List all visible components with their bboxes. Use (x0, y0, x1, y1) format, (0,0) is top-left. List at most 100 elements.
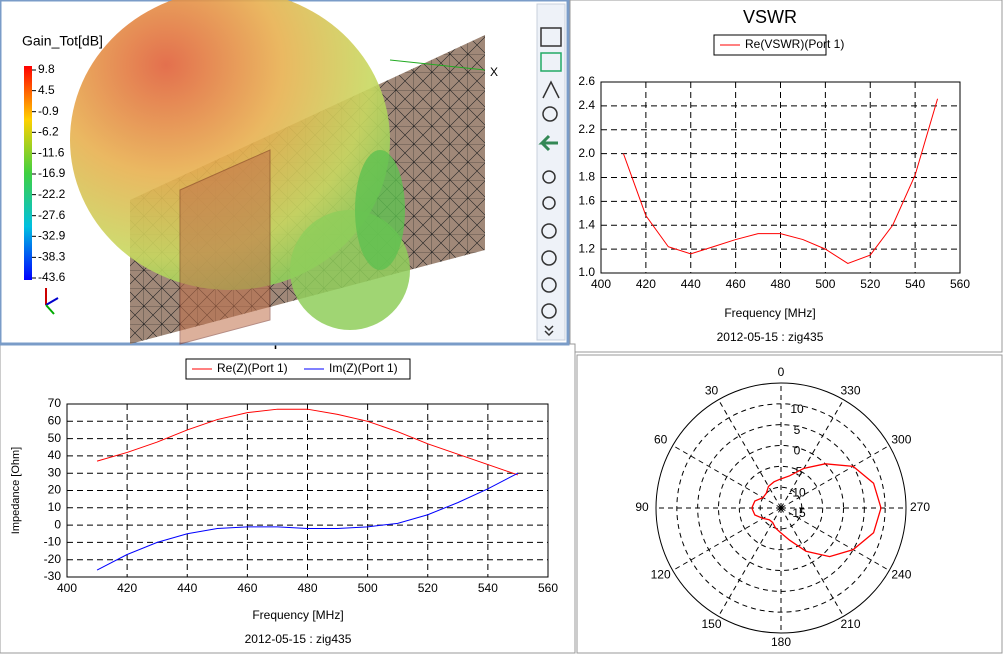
ring (738, 465, 824, 551)
polar-outline (655, 382, 907, 634)
axis-x (389, 59, 486, 71)
y-tick-label: 2.4 (578, 98, 595, 112)
tool-rotate[interactable] (542, 80, 560, 99)
r-tick-label: -10 (788, 485, 806, 499)
y-tick-label: 60 (48, 413, 62, 427)
theta-label: 90 (635, 500, 649, 514)
y-tick-label: 50 (48, 431, 62, 445)
y-tick-label: 70 (48, 396, 62, 410)
colorbar-title: Gain_Tot[dB] (22, 33, 103, 49)
tool-zoom-out[interactable] (542, 196, 556, 210)
y-tick-label: 30 (48, 465, 62, 479)
theta-label: 0 (778, 365, 785, 379)
series-line (96, 408, 519, 476)
y-tick-label: -30 (44, 569, 62, 583)
y-axis-label: Impedance [Ohm] (10, 447, 22, 534)
tool-more[interactable] (544, 325, 554, 337)
line-chart: Impedance400420440460480500520540560-30-… (10, 329, 558, 646)
pattern-lobe-side (355, 150, 405, 270)
colorbar-label: -0.9 (38, 104, 59, 118)
tool-phi[interactable] (541, 223, 557, 239)
chart-title: VSWR (743, 7, 797, 27)
x-axis-label: Frequency [MHz] (252, 608, 343, 622)
x-axis-label: Frequency [MHz] (724, 306, 815, 320)
polar-chart: 0306090120150180210240270300330-15-10-50… (635, 365, 930, 649)
x-tick-label: 420 (636, 277, 656, 291)
y-tick-label: 10 (48, 500, 62, 514)
ring (759, 486, 803, 530)
line-chart: VSWR 400 420 440 460 480 500 520 540 560 1.0 1.2 1.4… (578, 7, 970, 344)
3d-viewer: X Gain_Tot[dB] 9.8 4.5 -0.9 -6.2 -11.6 -16.9 -… (0, 0, 570, 346)
x-tick-label: 560 (538, 581, 558, 595)
ring (718, 445, 844, 571)
r-tick-label: 10 (790, 402, 804, 416)
colorbar-label: 4.5 (38, 83, 55, 97)
x-tick-label: 520 (860, 277, 880, 291)
footnote: 2012-05-15 : zig435 (717, 330, 824, 344)
tool-fit[interactable] (540, 52, 562, 72)
x-tick-label: 400 (591, 277, 611, 291)
tool-phi2[interactable] (541, 250, 557, 266)
tool-zoom-region[interactable] (540, 27, 562, 47)
legend-label: Re(Z)(Port 1) (217, 361, 288, 375)
x-tick-label: 500 (815, 277, 835, 291)
ring (697, 424, 865, 592)
tool-theta2[interactable] (541, 303, 557, 319)
triad (45, 288, 59, 315)
y-tick-label: 2.0 (578, 146, 595, 160)
tool-back[interactable] (538, 134, 558, 152)
theta-label: 210 (840, 617, 860, 631)
tool-zoom-in[interactable] (542, 170, 556, 184)
theta-label: 300 (891, 433, 911, 447)
colorbar-label: 9.8 (38, 62, 55, 76)
colorbar-label: -38.3 (38, 250, 66, 264)
x-tick-label: 460 (237, 581, 257, 595)
colorbar-label: -6.2 (38, 124, 59, 138)
theta-label: 240 (891, 568, 911, 582)
series-line (96, 472, 519, 571)
x-tick-label: 500 (358, 581, 378, 595)
footnote: 2012-05-15 : zig435 (245, 632, 352, 646)
tool-theta[interactable] (541, 277, 557, 293)
x-tick-label: 540 (478, 581, 498, 595)
y-tick-label: 1.6 (578, 194, 595, 208)
y-tick-label: -20 (44, 552, 62, 566)
spoke (718, 399, 782, 509)
theta-label: 30 (705, 383, 719, 397)
tool-zoom[interactable] (542, 106, 558, 122)
colorbar-label: -27.6 (38, 208, 66, 222)
legend (713, 34, 827, 56)
colorbar-label: -16.9 (38, 166, 66, 180)
y-tick-label: 1.4 (578, 217, 595, 231)
colorbar-label: -32.9 (38, 228, 66, 242)
x-tick-label: 520 (418, 581, 438, 595)
ring (676, 403, 886, 613)
theta-label: 270 (910, 500, 930, 514)
theta-label: 180 (771, 635, 791, 649)
x-tick-label: 460 (726, 277, 746, 291)
y-tick-label: 2.2 (578, 122, 595, 136)
y-tick-label: 2.6 (578, 74, 595, 88)
y-tick-label: 20 (48, 483, 62, 497)
colorbar-label: -43.6 (38, 270, 66, 284)
theta-label: 330 (840, 383, 860, 397)
y-tick-label: 1.0 (578, 265, 595, 279)
legend-label: Re(VSWR)(Port 1) (745, 37, 844, 51)
theta-label: 120 (651, 568, 671, 582)
y-tick-label: -10 (44, 535, 62, 549)
x-tick-label: 400 (57, 581, 77, 595)
y-tick-label: 1.8 (578, 170, 595, 184)
axis-label: X (490, 65, 498, 79)
theta-label: 150 (701, 617, 721, 631)
r-tick-label: -15 (788, 506, 806, 520)
colorbar (24, 66, 32, 280)
x-tick-label: 440 (177, 581, 197, 595)
theta-label: 60 (654, 433, 668, 447)
pattern-line (751, 463, 882, 558)
x-tick-label: 480 (770, 277, 790, 291)
colorbar-label: -22.2 (38, 187, 66, 201)
r-tick-label: 0 (794, 444, 801, 458)
pattern-lobe (70, 0, 390, 290)
x-tick-label: 480 (297, 581, 317, 595)
